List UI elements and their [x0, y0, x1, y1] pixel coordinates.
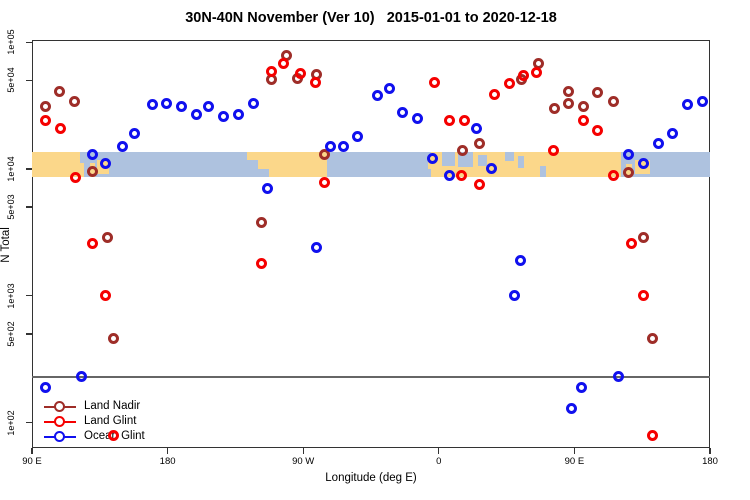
- plot-area: [32, 40, 710, 448]
- y-axis-tick-label: 1e+02: [6, 409, 16, 436]
- x-axis-tick-label: 0: [436, 456, 442, 467]
- y-axis-tick-label: 1e+05: [6, 29, 16, 55]
- x-axis-tick-label: 90 W: [292, 456, 315, 467]
- x-axis-tick: [709, 448, 711, 454]
- y-axis-tick-label: 5e+04: [6, 67, 16, 93]
- chart-title: 30N-40N November (Ver 10) 2015-01-01 to …: [185, 10, 557, 26]
- x-axis-tick: [31, 448, 33, 454]
- x-axis-title: Longitude (deg E): [325, 472, 417, 484]
- y-axis-tick-label: 1e+04: [6, 156, 16, 182]
- x-axis-tick: [166, 448, 169, 454]
- y-axis-title: N Total: [0, 227, 12, 263]
- x-axis-tick-label: 90 E: [22, 456, 42, 467]
- x-axis-tick: [573, 448, 576, 454]
- x-axis-tick: [438, 448, 440, 454]
- x-axis-tick: [302, 448, 304, 454]
- x-axis-tick-label: 180: [702, 456, 718, 467]
- y-axis-tick-label: 1e+03: [6, 283, 16, 309]
- x-axis-tick-label: 180: [159, 456, 176, 467]
- y-axis-tick-label: 5e+02: [6, 321, 16, 347]
- x-axis-tick-label: 90 E: [564, 456, 585, 467]
